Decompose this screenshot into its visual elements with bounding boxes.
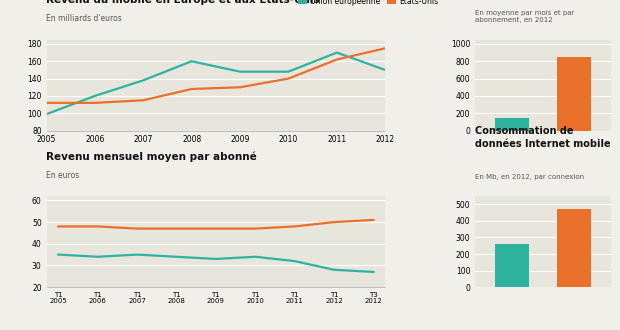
Text: En euros: En euros [46,171,80,180]
Legend: Union européenne, Etats-Unis: Union européenne, Etats-Unis [295,0,441,9]
Text: Consommation de
données Internet mobile: Consommation de données Internet mobile [476,126,611,149]
Bar [557,57,591,131]
Bar [495,244,529,287]
Bar [557,209,591,287]
Text: Revenu du mobile en Europe et aux Etats-Unis: Revenu du mobile en Europe et aux Etats-… [46,0,320,5]
Text: En milliards d'euros: En milliards d'euros [46,14,122,23]
Text: Revenu mensuel moyen par abonné: Revenu mensuel moyen par abonné [46,151,257,161]
Text: En moyenne par mois et par
abonnement, en 2012: En moyenne par mois et par abonnement, e… [476,10,575,23]
Bar [495,118,529,131]
Text: En Mb, en 2012, par connexion: En Mb, en 2012, par connexion [476,174,585,180]
